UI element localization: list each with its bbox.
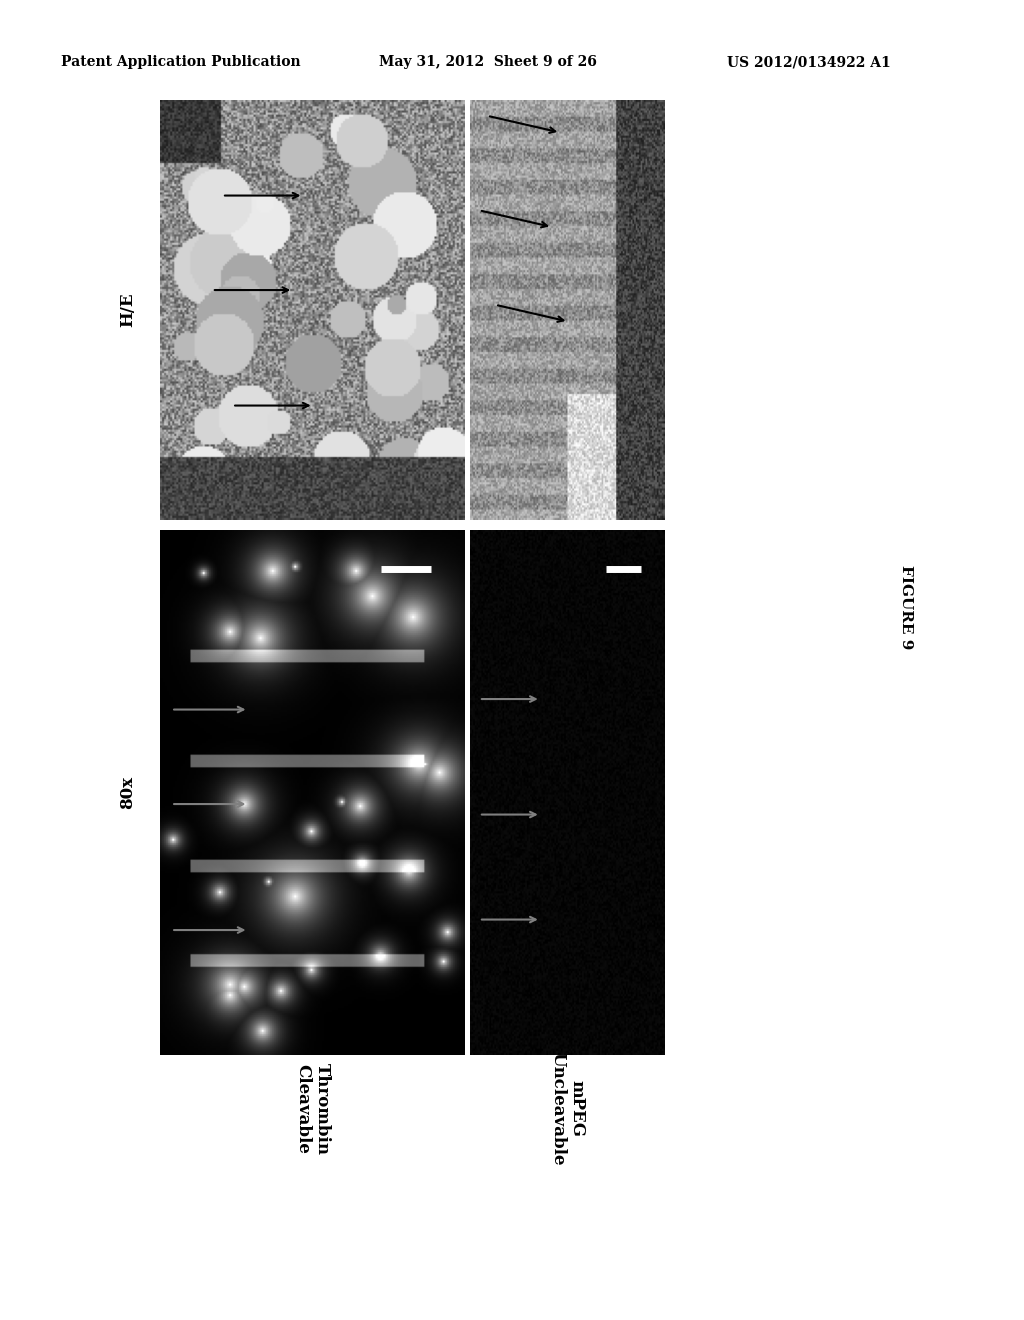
Text: Patent Application Publication: Patent Application Publication: [61, 55, 301, 70]
Text: FIGURE 9: FIGURE 9: [899, 565, 913, 649]
Text: Thrombin
Cleavable: Thrombin Cleavable: [294, 1063, 331, 1155]
Text: mPEG
Uncleavable: mPEG Uncleavable: [549, 1052, 586, 1166]
Text: US 2012/0134922 A1: US 2012/0134922 A1: [727, 55, 891, 70]
Text: 80x: 80x: [120, 776, 136, 809]
Text: H/E: H/E: [120, 293, 136, 327]
Text: May 31, 2012  Sheet 9 of 26: May 31, 2012 Sheet 9 of 26: [379, 55, 597, 70]
